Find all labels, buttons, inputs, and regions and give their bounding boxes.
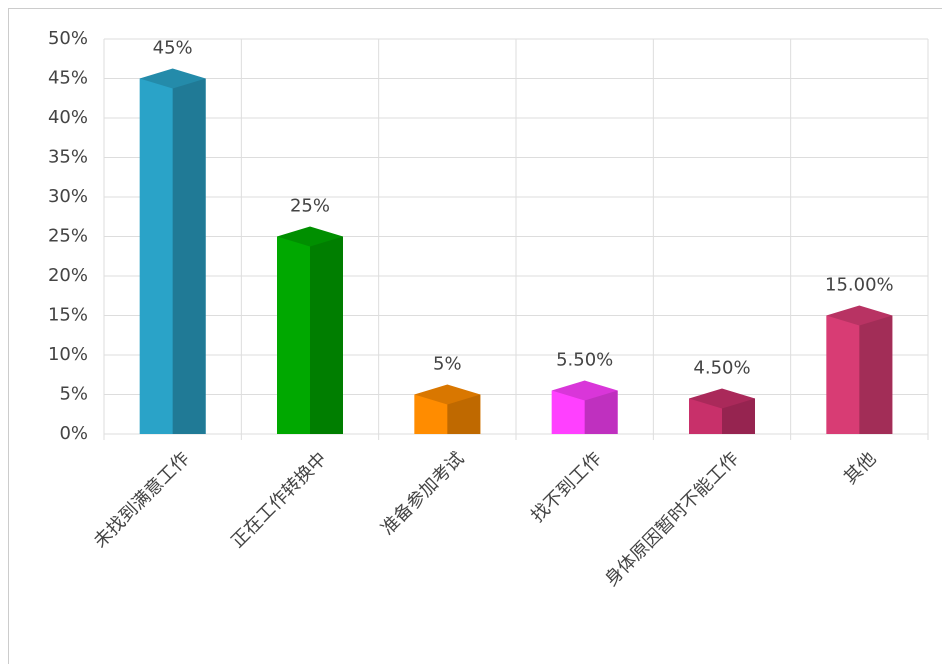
y-tick-label: 10% [48,344,88,365]
x-tick-label: 找不到工作 [527,448,605,526]
x-tick-label: 身体原因暂时不能工作 [601,448,743,590]
bar-side [859,315,893,434]
y-tick-label: 25% [48,226,88,247]
x-tick-label: 准备参加考试 [377,448,468,539]
bar-top [689,388,755,409]
value-label: 5.50% [556,350,613,371]
bar-top [551,380,618,401]
bar-top [139,68,206,89]
y-tick-label: 50% [48,28,88,49]
value-label: 5% [433,354,462,375]
value-label: 15.00% [825,275,894,296]
value-label: 4.50% [693,357,750,378]
y-tick-label: 0% [59,423,88,444]
x-tick-label: 正在工作转换中 [227,448,331,552]
y-tick-label: 45% [48,68,88,89]
y-tick-label: 40% [48,107,88,128]
bar-top [277,226,343,247]
y-tick-label: 30% [48,186,88,207]
bar-side [310,236,343,434]
y-tick-label: 35% [48,147,88,168]
frame [8,8,942,664]
x-tick-label: 其他 [840,448,880,488]
y-tick-label: 5% [59,384,88,405]
value-label: 45% [153,38,193,59]
y-tick-label: 15% [48,305,88,326]
bar-top [826,305,893,326]
bar-top [414,384,481,405]
x-tick-label: 未找到满意工作 [90,448,194,552]
bar-side [172,78,206,434]
y-tick-label: 20% [48,265,88,286]
value-label: 25% [290,196,330,217]
